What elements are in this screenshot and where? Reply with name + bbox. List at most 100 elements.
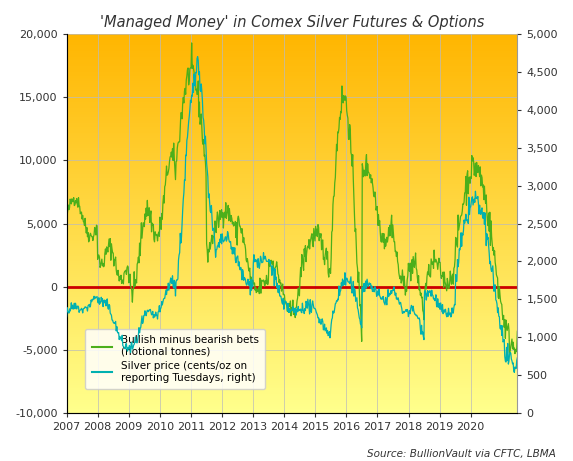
Bar — [66, 77, 517, 79]
Bar — [66, 59, 517, 60]
Bar — [66, 55, 517, 57]
Bar — [66, 356, 517, 358]
Bar — [66, 273, 517, 275]
Bar — [66, 60, 517, 62]
Bar — [66, 387, 517, 389]
Bar — [66, 125, 517, 127]
Bar — [66, 218, 517, 220]
Bar — [66, 242, 517, 244]
Bar — [66, 123, 517, 125]
Bar — [66, 288, 517, 290]
Bar — [66, 349, 517, 350]
Bar — [66, 201, 517, 203]
Bar — [66, 383, 517, 384]
Bar — [66, 275, 517, 277]
Bar — [66, 265, 517, 267]
Bar — [66, 370, 517, 372]
Bar — [66, 307, 517, 309]
Bar — [66, 96, 517, 98]
Bar — [66, 51, 517, 53]
Bar — [66, 180, 517, 182]
Bar — [66, 171, 517, 172]
Bar — [66, 227, 517, 229]
Bar — [66, 375, 517, 377]
Bar — [66, 319, 517, 320]
Bar — [66, 400, 517, 402]
Bar — [66, 333, 517, 336]
Bar — [66, 169, 517, 171]
Bar — [66, 40, 517, 41]
Bar — [66, 172, 517, 174]
Bar — [66, 136, 517, 138]
Bar — [66, 34, 517, 36]
Bar — [66, 142, 517, 144]
Bar — [66, 394, 517, 396]
Bar — [66, 278, 517, 280]
Bar — [66, 390, 517, 392]
Bar — [66, 373, 517, 375]
Bar — [66, 176, 517, 178]
Bar — [66, 193, 517, 195]
Bar — [66, 331, 517, 333]
Bar — [66, 113, 517, 115]
Bar — [66, 294, 517, 296]
Bar — [66, 305, 517, 307]
Bar — [66, 144, 517, 146]
Bar — [66, 404, 517, 406]
Bar — [66, 384, 517, 387]
Bar — [66, 79, 517, 81]
Bar — [66, 314, 517, 316]
Bar — [66, 182, 517, 184]
Bar — [66, 260, 517, 261]
Bar — [66, 244, 517, 246]
Bar — [66, 76, 517, 77]
Bar — [66, 239, 517, 241]
Bar — [66, 203, 517, 205]
Bar — [66, 320, 517, 322]
Bar — [66, 36, 517, 38]
Bar — [66, 95, 517, 96]
Bar — [66, 186, 517, 188]
Bar — [66, 322, 517, 324]
Bar — [66, 248, 517, 250]
Bar — [66, 64, 517, 66]
Bar — [66, 189, 517, 191]
Bar — [66, 231, 517, 233]
Bar — [66, 216, 517, 218]
Bar — [66, 163, 517, 165]
Bar — [66, 339, 517, 341]
Bar — [66, 220, 517, 222]
Bar — [66, 256, 517, 258]
Bar — [66, 83, 517, 85]
Bar — [66, 146, 517, 148]
Bar — [66, 72, 517, 74]
Bar — [66, 343, 517, 345]
Bar — [66, 360, 517, 362]
Bar — [66, 267, 517, 269]
Bar — [66, 326, 517, 328]
Bar — [66, 241, 517, 242]
Bar — [66, 212, 517, 214]
Bar — [66, 45, 517, 47]
Bar — [66, 381, 517, 383]
Bar — [66, 57, 517, 59]
Bar — [66, 392, 517, 394]
Bar — [66, 398, 517, 400]
Bar — [66, 205, 517, 207]
Bar — [66, 161, 517, 163]
Bar — [66, 235, 517, 237]
Bar — [66, 301, 517, 303]
Bar — [66, 118, 517, 119]
Bar — [66, 396, 517, 398]
Bar — [66, 112, 517, 113]
Bar — [66, 377, 517, 379]
Bar — [66, 47, 517, 49]
Bar — [66, 214, 517, 216]
Bar — [66, 372, 517, 373]
Bar — [66, 411, 517, 413]
Bar — [66, 328, 517, 330]
Bar — [66, 102, 517, 104]
Bar — [66, 129, 517, 130]
Bar — [66, 324, 517, 326]
Bar — [66, 174, 517, 176]
